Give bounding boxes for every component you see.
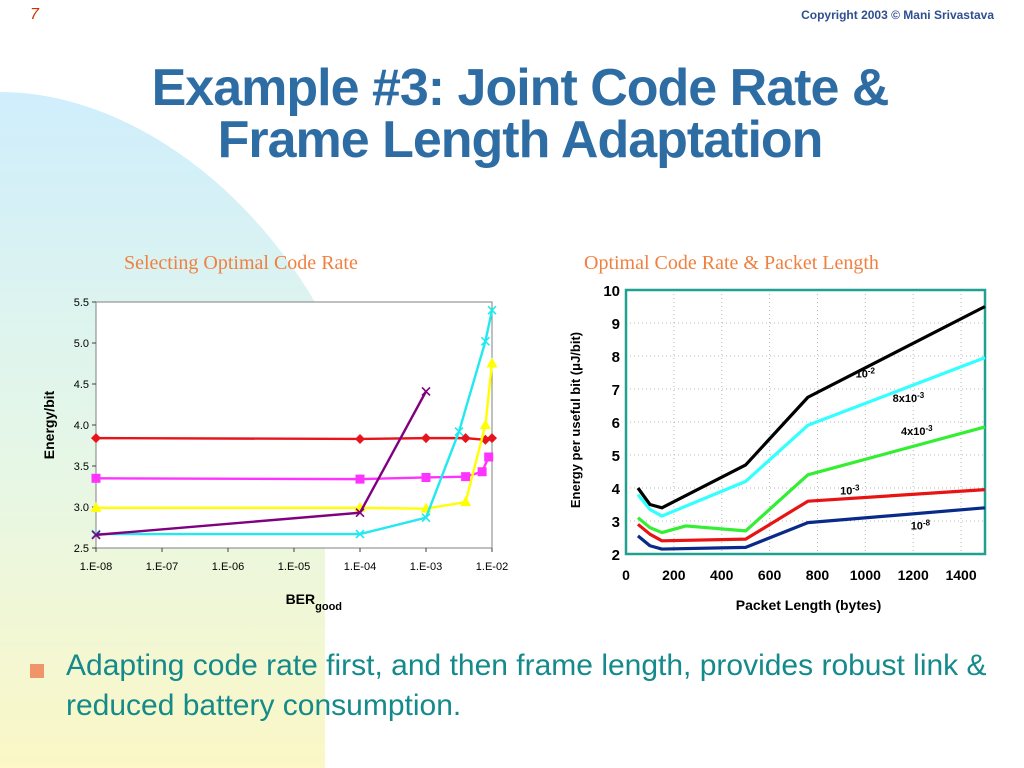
series-1 <box>91 452 494 484</box>
data-point <box>480 336 490 346</box>
slide-number: 7 <box>30 6 39 23</box>
x-tick-label: 200 <box>662 567 686 583</box>
energy-per-bit-chart: 2.5 3.0 3.5 4.0 4.5 5.0 5.5 1.E-08 1.E-07 1.E-06 1… <box>41 297 508 613</box>
bullet-text: Adapting code rate first, and then frame… <box>66 649 987 722</box>
data-point <box>460 496 472 507</box>
series-3: 10-3 <box>636 483 986 543</box>
plot-border <box>624 288 987 556</box>
y-tick-label: 4.0 <box>74 420 89 432</box>
data-point <box>479 419 491 429</box>
data-point <box>355 474 365 484</box>
series-0 <box>91 433 497 445</box>
data-point <box>90 501 102 512</box>
series-4 <box>91 386 431 540</box>
data-point <box>461 472 471 482</box>
data-point <box>91 530 101 540</box>
y-tick-label: 5.0 <box>74 338 89 350</box>
x-tick-label: 600 <box>758 567 782 583</box>
y-tick-label: 3.5 <box>74 461 89 473</box>
series-label: 10-2 <box>856 366 876 381</box>
y-tick-label: 6 <box>612 415 620 432</box>
data-point <box>91 473 101 483</box>
right-chart-title: Optimal Code Rate & Packet Length <box>584 252 879 274</box>
x-axis-label: BERgood <box>286 591 342 613</box>
series-label: 4x10-3 <box>901 424 933 439</box>
series-2: 4x10-3 <box>636 424 986 535</box>
data-point <box>486 357 498 368</box>
series-2 <box>90 357 498 513</box>
series-line <box>96 363 494 510</box>
x-tick-label: 1.E-04 <box>344 561 376 573</box>
data-point <box>484 452 494 462</box>
y-tick-label: 5 <box>612 448 620 465</box>
data-point <box>487 305 497 315</box>
x-tick-label: 1000 <box>850 567 881 583</box>
series-label: 10-8 <box>911 518 931 533</box>
slide-title: Example #3: Joint Code Rate & Frame Leng… <box>60 62 980 166</box>
series-label: 8x10-3 <box>893 391 925 406</box>
plot-area <box>95 301 493 549</box>
copyright-notice: Copyright 2003 © Mani Srivastava <box>801 8 994 22</box>
y-tick-label: 5.5 <box>74 297 89 309</box>
data-point <box>487 433 497 444</box>
data-point <box>355 433 365 444</box>
bullet-marker <box>30 664 44 678</box>
x-tick-label: 1.E-02 <box>476 561 508 573</box>
y-tick-label: 4 <box>612 481 621 498</box>
y-tick-label: 3.0 <box>74 502 89 514</box>
series-line <box>636 488 986 543</box>
series-1: 8x10-3 <box>636 356 986 518</box>
y-tick-label: 7 <box>612 382 620 399</box>
x-tick-label: 1.E-06 <box>212 561 244 573</box>
y-tick-label: 2 <box>612 547 620 564</box>
y-axis-label: Energy per useful bit (μJ/bit) <box>568 332 583 508</box>
series-4: 10-8 <box>636 506 986 551</box>
data-point <box>421 472 431 482</box>
title-line-1: Example #3: Joint Code Rate & <box>151 59 890 117</box>
data-point <box>477 467 487 477</box>
x-tick-label: 800 <box>806 567 830 583</box>
data-point <box>421 386 431 396</box>
data-point <box>421 433 431 444</box>
y-tick-label: 10 <box>603 283 620 300</box>
series-line <box>636 305 986 510</box>
x-tick-label: 1.E-08 <box>80 561 112 573</box>
y-tick-label: 2.5 <box>74 543 89 555</box>
plot-area <box>626 290 985 554</box>
series-line <box>96 309 494 536</box>
y-tick-label: 9 <box>612 316 620 333</box>
title-line-2: Frame Length Adaptation <box>217 111 824 169</box>
data-point <box>454 426 464 437</box>
series-line <box>636 425 986 535</box>
x-tick-label: 1.E-03 <box>410 561 442 573</box>
x-tick-label: 1.E-05 <box>278 561 310 573</box>
y-tick-label: 3 <box>612 514 620 531</box>
y-tick-label: 8 <box>612 349 620 366</box>
data-point <box>91 433 101 444</box>
x-tick-label: 1200 <box>898 567 929 583</box>
data-point <box>460 433 471 444</box>
x-tick-label: 1.E-07 <box>146 561 178 573</box>
y-axis-label: Energy/bit <box>41 390 57 459</box>
data-point <box>355 529 365 539</box>
x-tick-label: 1400 <box>945 567 976 583</box>
series-label: 10-3 <box>840 483 860 498</box>
x-tick-label: 0 <box>622 567 630 583</box>
data-point <box>421 513 431 523</box>
packet-length-chart: 2 3 4 5 6 7 8 9 10 0 200 400 600 800 1000 1200 1400 Energ… <box>568 283 987 613</box>
x-tick-label: 400 <box>710 567 734 583</box>
x-axis-label: Packet Length (bytes) <box>736 597 881 613</box>
y-tick-label: 4.5 <box>74 379 89 391</box>
series-0: 10-2 <box>636 305 986 510</box>
series-line <box>636 356 986 518</box>
left-chart-title: Selecting Optimal Code Rate <box>124 252 358 274</box>
series-line <box>636 506 986 551</box>
data-point <box>355 508 365 518</box>
